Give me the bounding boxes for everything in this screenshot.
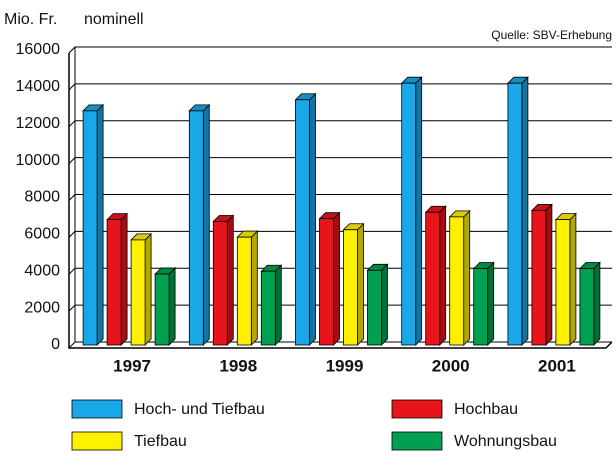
bar-front [236,236,252,346]
grid-line [68,341,612,349]
bar-front [82,110,98,346]
x-tick-label: 1999 [326,356,364,375]
bar [294,92,317,346]
bar-front [154,273,170,346]
grid-line [68,157,612,164]
axis-line [68,53,613,349]
bar [212,214,235,346]
grid-line [68,46,612,54]
bar-front [401,82,417,346]
legend-label: Tiefbau [134,433,187,450]
bar [530,203,553,346]
bar [448,209,471,346]
x-tick-label: 1997 [113,356,151,375]
y-tick-label: 2000 [24,299,60,316]
bar-front [473,268,489,346]
bar-side [569,212,577,346]
bar-side [381,263,388,346]
bar-side [309,92,316,346]
bar-side [487,261,495,346]
bar-side [250,230,258,346]
y-tick-label: 0 [51,336,60,353]
bar-side [144,232,152,346]
bar-front [555,219,571,346]
legend-label: Hoch- und Tiefbau [134,401,265,418]
bar [318,211,341,346]
bar [188,103,211,346]
bar-side [168,267,176,346]
bar [342,222,365,346]
bar-front [295,99,310,346]
bar-side [415,76,423,346]
bar [82,103,105,346]
bar [260,264,283,346]
legend-label: Wohnungsbau [454,433,557,450]
bar-side [96,103,104,346]
y-tick-label: 10000 [16,152,61,169]
y-tick-label: 4000 [24,262,60,279]
bar-side [202,103,210,346]
bar [578,261,601,346]
bar-front [579,268,595,346]
y-tick-label: 14000 [16,78,61,95]
bar-front [130,239,146,346]
legend-swatch [71,431,123,451]
bar-side [593,261,601,346]
bar-front [212,221,228,346]
bar-front [367,269,382,346]
grid-line [68,83,612,91]
bar [236,230,259,346]
y-tick-label: 16000 [16,41,61,58]
bar-side [333,211,340,346]
bar-front [531,210,547,346]
bar-front [449,216,465,346]
bar-side [357,222,364,346]
bar-side [521,76,529,346]
subtitle: nominell [84,11,144,28]
bar [106,212,129,346]
grid-line [68,194,612,201]
bar-side [463,209,471,346]
bar [424,205,447,346]
grid-line [68,120,612,128]
bar [554,212,577,346]
bar [366,263,389,346]
bar [154,267,177,346]
x-tick-label: 2000 [432,356,470,375]
x-tick-label: 1998 [219,356,257,375]
legend-swatch [391,399,443,419]
y-tick-label: 8000 [24,189,60,206]
legend-label: Hochbau [454,401,518,418]
bar-side [274,264,282,346]
bar-front [188,110,204,346]
bar-front [260,270,276,346]
bar [472,261,495,346]
bar-side [545,203,553,346]
bar [506,76,529,346]
y-tick-label: 12000 [16,115,61,132]
bar [400,76,423,346]
bar-front [507,82,523,346]
bar-front [425,211,441,346]
legend-swatch [71,399,123,419]
bar-front [319,218,334,346]
y-axis-label: Mio. Fr. [4,11,57,28]
source: Quelle: SBV-Erhebung [491,28,612,42]
bar-side [120,212,128,346]
bar-front [106,219,122,346]
bar-side [226,214,234,346]
bar-front [343,229,358,346]
legend-swatch [391,431,443,451]
x-tick-label: 2001 [538,356,576,375]
y-tick-label: 6000 [24,226,60,243]
bar-side [439,205,447,346]
bar [130,232,153,346]
